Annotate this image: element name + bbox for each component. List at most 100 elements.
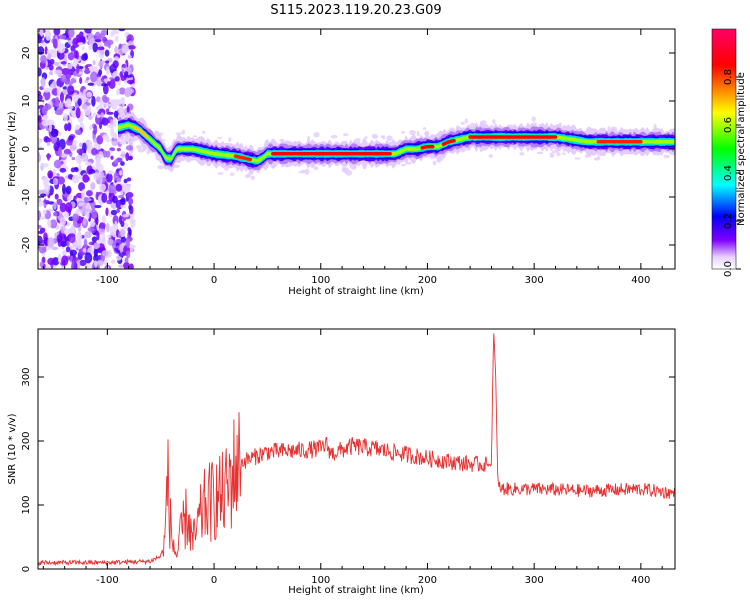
heatmap-noise-cell xyxy=(48,71,54,76)
snr-ytick-label: 100 xyxy=(21,495,32,514)
heatmap-speckle xyxy=(424,131,429,136)
heatmap-noise-cell xyxy=(122,184,128,192)
heatmap-noise-cell xyxy=(114,220,118,230)
heatmap-ytick-label: 20 xyxy=(21,47,32,60)
heatmap-noise-cell xyxy=(42,114,49,121)
heatmap-noise-cell xyxy=(101,232,106,243)
heatmap-noise-cell xyxy=(72,140,78,146)
heatmap-noise-cell xyxy=(101,215,107,224)
heatmap-noise-cell xyxy=(46,153,51,161)
heatmap-xtick-label: 0 xyxy=(211,275,217,286)
heatmap-noise-cell xyxy=(126,87,135,94)
heatmap-noise-cell xyxy=(107,170,114,175)
heatmap-noise-cell xyxy=(91,147,98,156)
heatmap-noise-cell xyxy=(59,167,67,173)
heatmap-noise-cell xyxy=(86,76,90,81)
heatmap-noise-cell xyxy=(125,250,131,259)
heatmap-noise-cell xyxy=(101,250,109,257)
heatmap-speckle xyxy=(551,150,559,154)
heatmap-noise-cell xyxy=(40,77,46,88)
heatmap-noise-cell xyxy=(124,257,129,264)
heatmap-xlabel: Height of straight line (km) xyxy=(288,286,424,297)
heatmap-noise-cell xyxy=(98,151,104,159)
heatmap-noise-cell xyxy=(57,146,63,158)
heatmap-noise-cell xyxy=(79,77,83,85)
heatmap-speckle xyxy=(202,130,206,135)
heatmap-noise-cell xyxy=(76,239,82,250)
heatmap-speckle xyxy=(341,166,348,173)
heatmap-noise-cell xyxy=(46,138,52,143)
heatmap-speckle xyxy=(432,160,437,166)
heatmap-noise-cell xyxy=(110,103,116,108)
heatmap-noise-cell xyxy=(121,44,129,54)
heatmap-noise-cell xyxy=(38,151,41,162)
heatmap-noise-cell xyxy=(105,207,109,216)
heatmap-noise-cell xyxy=(53,201,57,210)
heatmap-noise-cell xyxy=(119,244,123,253)
heatmap-noise-cell xyxy=(99,97,103,108)
heatmap-noise-cell xyxy=(120,97,125,103)
heatmap-noise-cell xyxy=(38,142,41,146)
heatmap-noise-cell xyxy=(111,229,117,238)
heatmap-noise-cell xyxy=(75,107,81,119)
heatmap-noise-cell xyxy=(98,60,104,69)
heatmap-noise-cell xyxy=(65,202,73,213)
heatmap-noise-cell xyxy=(124,71,129,77)
heatmap-noise-cell xyxy=(42,209,47,215)
heatmap-noise-cell xyxy=(100,112,104,118)
heatmap-noise-cell xyxy=(64,123,68,132)
heatmap-noise-cell xyxy=(56,234,63,243)
heatmap-speckle xyxy=(536,151,544,155)
heatmap-noise-cell xyxy=(112,60,119,69)
snr-content xyxy=(38,333,675,567)
heatmap-speckle xyxy=(409,130,416,136)
heatmap-noise-cell xyxy=(69,144,77,151)
heatmap-noise-cell xyxy=(49,58,55,65)
colorbar-axes: 0.00.20.40.60.8 xyxy=(711,28,741,277)
heatmap-noise-cell xyxy=(52,211,58,217)
heatmap-noise-cell xyxy=(104,49,110,57)
heatmap-noise-cell xyxy=(58,253,62,264)
heatmap-noise-cell xyxy=(118,194,124,199)
heatmap-noise-cell xyxy=(128,155,133,161)
heatmap-noise-cell xyxy=(72,71,78,77)
heatmap-noise-cell xyxy=(57,38,62,50)
heatmap-noise-cell xyxy=(107,42,111,49)
heatmap-noise-cell xyxy=(66,240,70,247)
heatmap-noise-cell xyxy=(94,39,102,43)
heatmap-speckle xyxy=(386,135,393,142)
heatmap-noise-cell xyxy=(69,249,78,256)
heatmap-ytick-label: 0 xyxy=(21,146,32,152)
heatmap-speckle xyxy=(519,152,525,156)
heatmap-noise-cell xyxy=(126,177,132,182)
heatmap-noise-cell xyxy=(75,129,82,135)
heatmap-speckle xyxy=(371,133,378,139)
heatmap-noise-cell xyxy=(118,105,123,115)
heatmap-speckle xyxy=(401,130,405,134)
heatmap-noise-cell xyxy=(46,49,55,54)
heatmap-noise-cell xyxy=(84,252,93,264)
colorbar-label: Normalized spectral amplitude xyxy=(736,72,747,226)
heatmap-noise-cell xyxy=(76,148,85,154)
heatmap-noise-cell xyxy=(38,94,43,102)
colorbar-frame xyxy=(711,28,737,270)
heatmap-noise-cell xyxy=(67,29,75,38)
heatmap-speckle xyxy=(561,152,567,155)
heatmap-noise-cell xyxy=(38,35,42,44)
heatmap-noise-cell xyxy=(54,193,59,200)
heatmap-noise-cell xyxy=(63,148,72,155)
heatmap-noise-cell xyxy=(41,106,48,116)
heatmap-noise-cell xyxy=(82,174,90,183)
heatmap-ridge-core xyxy=(233,154,253,162)
heatmap-noise-cell xyxy=(80,110,84,122)
heatmap-noise-cell xyxy=(79,259,87,267)
heatmap-noise-cell xyxy=(66,37,71,41)
heatmap-noise-cell xyxy=(54,61,59,67)
heatmap-noise-cell xyxy=(96,76,103,87)
heatmap-noise-cell xyxy=(110,99,118,104)
heatmap-noise-cell xyxy=(39,216,47,220)
heatmap-noise-cell xyxy=(40,43,48,47)
heatmap-noise-cell xyxy=(126,106,130,113)
snr-ytick-label: 200 xyxy=(21,431,32,450)
